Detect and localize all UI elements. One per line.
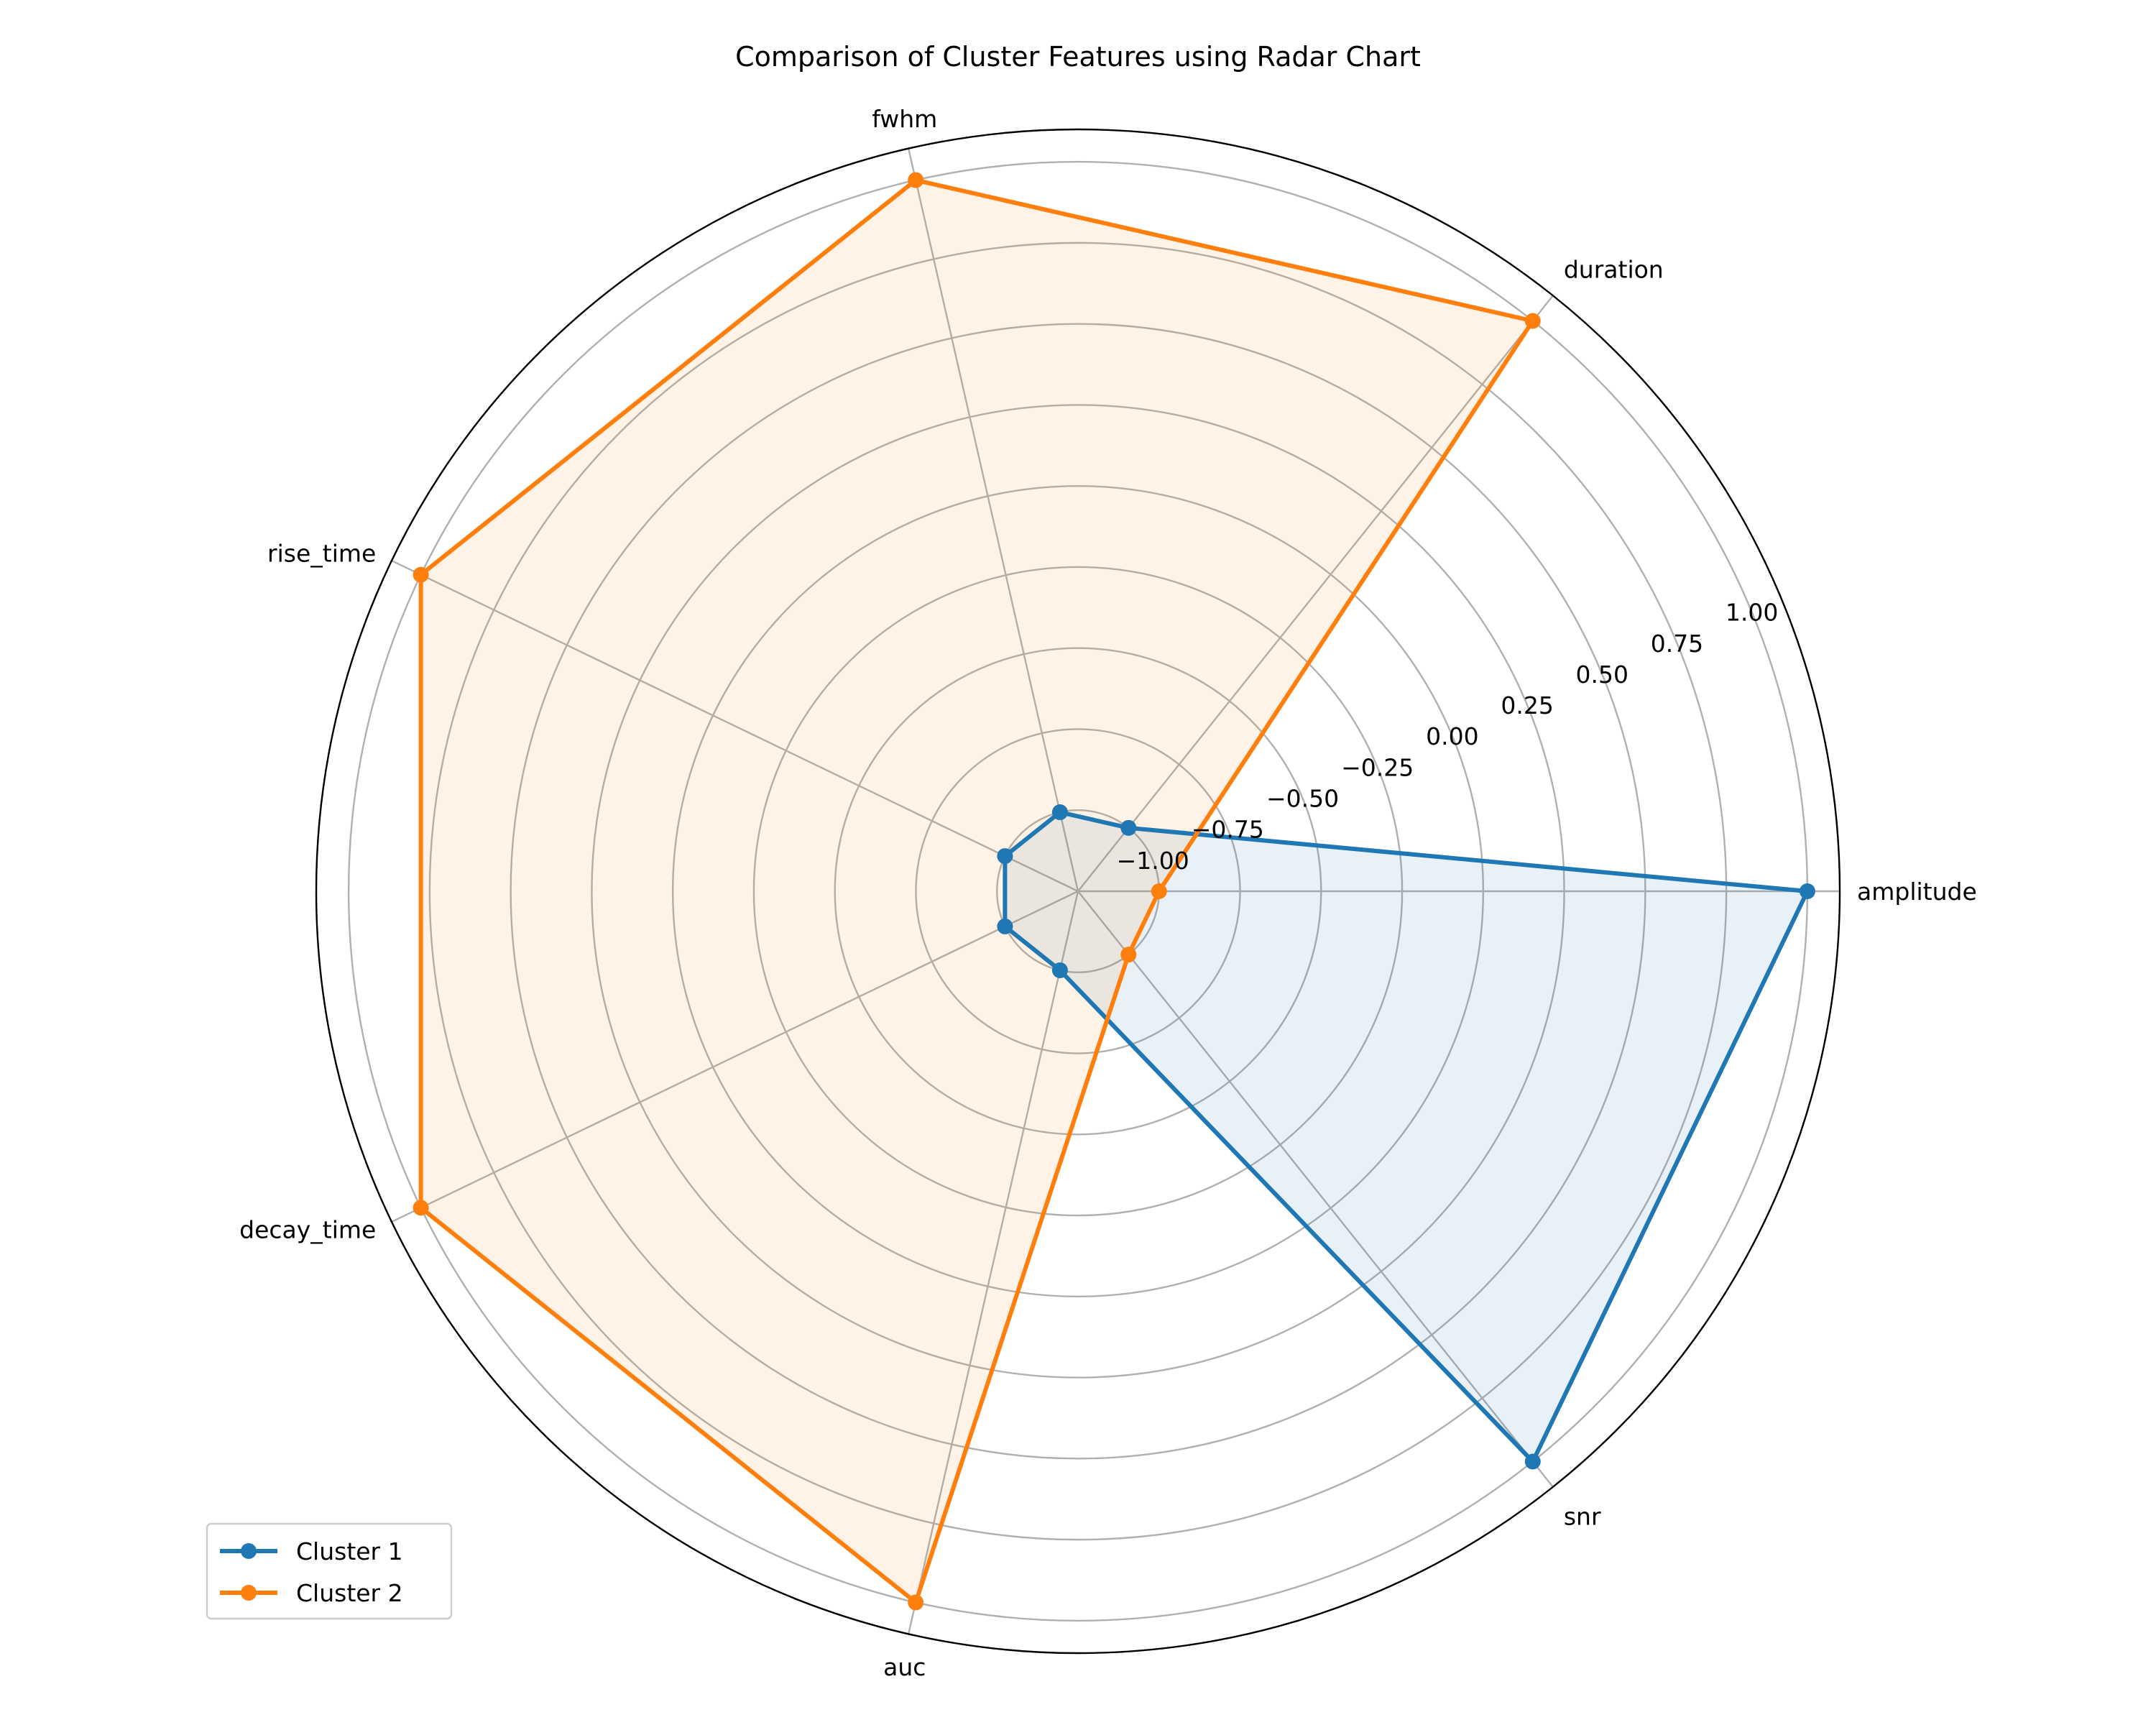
spoke-rise_time — [391, 560, 1079, 893]
series-2-point-auc — [908, 1594, 924, 1611]
series-1-point-auc — [1051, 962, 1068, 978]
axis-label-auc: auc — [883, 1653, 926, 1681]
series-line-1 — [1003, 810, 1810, 1464]
spoke-duration — [1077, 295, 1554, 892]
grid-circle-5 — [591, 404, 1565, 1379]
series-line-2 — [418, 178, 1535, 1605]
series-fill-2 — [420, 180, 1533, 1603]
r-tick-label: 0.00 — [1426, 722, 1478, 750]
series-2-point-decay_time — [413, 1200, 429, 1216]
axis-labels: amplitude duration fwhm rise_time decay_time… — [239, 105, 1977, 1681]
r-tick-label: −0.75 — [1192, 816, 1264, 844]
spoke-fwhm — [907, 148, 1079, 892]
legend-swatch-marker — [241, 1585, 257, 1601]
spoke-decay_time — [391, 890, 1079, 1223]
r-tick-label: 1.00 — [1726, 599, 1778, 627]
axis-label-snr: snr — [1564, 1503, 1601, 1531]
grid-circle-7 — [428, 242, 1728, 1541]
r-tick-label: −0.50 — [1266, 785, 1339, 813]
series-2-point-amplitude — [1151, 883, 1167, 899]
grid-circle-1 — [915, 728, 1241, 1054]
legend: Cluster 1 Cluster 2 — [206, 1522, 453, 1620]
axis-label-fwhm: fwhm — [872, 105, 937, 133]
radial-tick-labels: −1.00−0.75−0.50−0.25 0.00 0.25 0.50 0.75 1.00 — [1117, 599, 1779, 875]
axis-label-duration: duration — [1564, 255, 1664, 283]
grid-circle-6 — [510, 323, 1646, 1460]
grid-circle-4 — [671, 484, 1485, 1298]
r-tick-label: −1.00 — [1117, 847, 1189, 875]
series-2-point-rise_time — [413, 566, 429, 583]
r-tick-label: 0.25 — [1501, 691, 1553, 719]
series-lines — [413, 172, 1815, 1611]
grid-circle-3 — [752, 566, 1404, 1217]
series-1-point-snr — [1524, 1453, 1541, 1470]
series-fill-1 — [1005, 812, 1807, 1462]
spoke-auc — [907, 891, 1079, 1634]
series-1-point-amplitude — [1799, 883, 1815, 899]
legend-label: Cluster 2 — [296, 1579, 403, 1607]
series-1-point-fwhm — [1051, 804, 1068, 821]
series-1-point-duration — [1120, 819, 1137, 836]
axis-label-amplitude: amplitude — [1857, 878, 1977, 906]
series-fills — [420, 180, 1807, 1603]
axis-label-decay_time: decay_time — [239, 1215, 376, 1243]
legend-label: Cluster 1 — [296, 1537, 403, 1565]
r-tick-label: 0.50 — [1576, 661, 1628, 689]
series-1-point-rise_time — [997, 848, 1013, 865]
outer-boundary — [315, 128, 1841, 1655]
r-tick-label: −0.25 — [1341, 753, 1414, 781]
series-1-point-decay_time — [997, 918, 1013, 934]
axis-label-rise_time: rise_time — [267, 540, 376, 568]
chart-title: Comparison of Cluster Features using Rad… — [735, 41, 1421, 73]
r-tick-label: 0.75 — [1651, 630, 1703, 658]
spoke-snr — [1077, 891, 1554, 1488]
series-2-point-fwhm — [908, 172, 924, 188]
legend-swatch-marker — [241, 1543, 257, 1559]
grid-circle-2 — [834, 647, 1322, 1136]
series-2-point-snr — [1120, 947, 1137, 963]
series-2-point-duration — [1524, 313, 1541, 329]
